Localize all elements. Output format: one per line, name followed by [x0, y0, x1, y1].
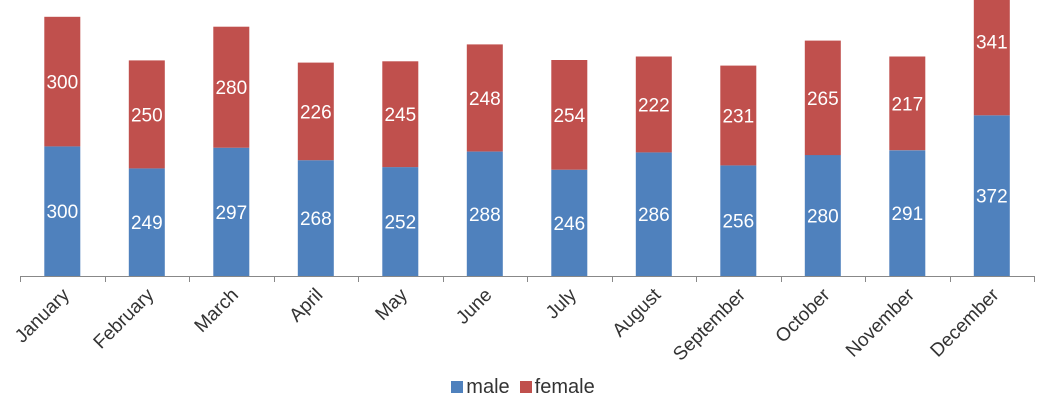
- bar-female-march: [213, 26, 250, 148]
- bar-male-november: [889, 150, 926, 276]
- bar-male-june: [466, 151, 503, 276]
- x-tick-label-may: May: [372, 284, 413, 325]
- x-tick-label-november: November: [842, 284, 919, 361]
- data-label-male-october: 280: [807, 207, 839, 228]
- data-label-female-may: 245: [384, 105, 416, 126]
- x-tick-label-april: April: [286, 285, 328, 327]
- bar-female-august: [635, 56, 672, 153]
- x-tick-label-september: September: [669, 284, 750, 365]
- data-label-female-february: 250: [131, 105, 163, 126]
- bar-female-may: [382, 61, 419, 168]
- data-label-male-may: 252: [384, 213, 416, 234]
- data-label-male-june: 288: [469, 205, 501, 226]
- x-axis-ticks: [20, 276, 1035, 282]
- bar-female-september: [720, 65, 757, 166]
- bar-female-july: [551, 60, 588, 170]
- data-label-female-march: 280: [215, 78, 247, 99]
- bar-male-august: [635, 152, 672, 276]
- data-label-female-november: 217: [891, 94, 923, 115]
- data-label-female-october: 265: [807, 89, 839, 110]
- x-tick-label-march: March: [191, 285, 243, 337]
- data-label-male-january: 300: [46, 202, 78, 223]
- bar-female-november: [889, 56, 926, 151]
- data-label-female-july: 254: [553, 106, 585, 127]
- legend: male female: [0, 376, 1046, 398]
- bar-male-july: [551, 169, 588, 276]
- bar-female-june: [466, 44, 503, 152]
- bar-male-february: [128, 168, 165, 276]
- data-label-male-december: 372: [976, 187, 1008, 208]
- bar-male-october: [804, 155, 841, 276]
- x-tick-label-december: December: [927, 284, 1004, 361]
- legend-swatch-male: [451, 381, 464, 393]
- bar-male-may: [382, 167, 419, 276]
- data-label-female-june: 248: [469, 89, 501, 110]
- data-label-female-december: 341: [976, 33, 1008, 54]
- x-tick-label-february: February: [90, 284, 159, 353]
- data-label-male-august: 286: [638, 205, 670, 226]
- legend-item-male: male: [451, 375, 510, 399]
- bar-female-december: [973, 0, 1010, 116]
- data-label-female-august: 222: [638, 96, 670, 117]
- legend-label-female: female: [534, 375, 595, 398]
- x-axis-category-labels: January February March April May June July Augu…: [11, 284, 1004, 365]
- data-labels-group: 300 300 249 250 297 280 268 226 252 245 288 248 246 2…: [46, 33, 1007, 235]
- data-label-female-april: 226: [300, 102, 332, 123]
- bars-group: [44, 0, 1010, 276]
- data-label-male-april: 268: [300, 209, 332, 230]
- bar-male-december: [973, 115, 1010, 276]
- x-tick-label-june: June: [452, 285, 496, 329]
- x-tick-label-october: October: [772, 284, 835, 347]
- legend-swatch-female: [519, 381, 532, 393]
- bar-female-january: [44, 16, 81, 147]
- bar-male-september: [720, 165, 757, 276]
- bar-male-march: [213, 147, 250, 276]
- x-tick-label-august: August: [609, 284, 666, 341]
- x-tick-label-july: July: [542, 284, 581, 323]
- x-tick-label-january: January: [11, 284, 74, 347]
- bar-female-april: [297, 62, 334, 161]
- legend-label-male: male: [466, 375, 510, 398]
- bar-male-april: [297, 160, 334, 276]
- data-label-female-september: 231: [722, 107, 754, 128]
- bar-male-january: [44, 146, 81, 276]
- data-label-female-january: 300: [46, 73, 78, 94]
- bar-female-october: [804, 40, 841, 156]
- data-label-male-july: 246: [553, 214, 585, 235]
- bar-female-february: [128, 60, 165, 169]
- data-label-male-september: 256: [722, 212, 754, 233]
- data-label-male-march: 297: [215, 203, 247, 224]
- data-label-male-february: 249: [131, 213, 163, 234]
- legend-item-female: female: [519, 375, 595, 399]
- data-label-male-november: 291: [891, 204, 923, 225]
